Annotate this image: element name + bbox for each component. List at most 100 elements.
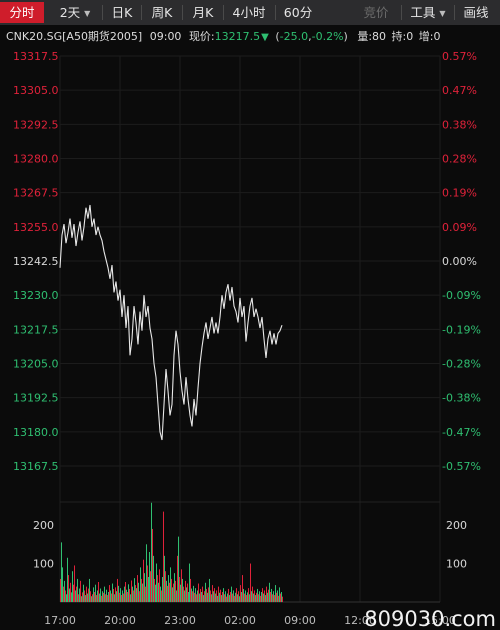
- tab-day-k[interactable]: 日K: [104, 2, 140, 23]
- volume-bar: [63, 586, 64, 602]
- tab-month-k[interactable]: 月K: [184, 2, 222, 23]
- volume-bar: [197, 590, 198, 602]
- auction-button[interactable]: 竞价: [352, 2, 400, 23]
- volume-bar: [254, 590, 255, 602]
- volume-bar: [255, 595, 256, 602]
- volume-bar: [275, 585, 276, 602]
- volume-bar: [75, 590, 76, 602]
- time-tick-label: 02:00: [224, 614, 256, 627]
- volume-bar: [114, 594, 115, 602]
- volume-bar: [234, 595, 235, 602]
- volume-bar: [167, 585, 168, 602]
- volume-bar: [142, 583, 143, 602]
- volume-bar: [106, 589, 107, 602]
- tab-60min[interactable]: 60分: [277, 2, 319, 23]
- volume-bar: [143, 559, 144, 602]
- volume-bar: [274, 595, 275, 602]
- tab-label: 日K: [111, 5, 133, 20]
- divider: [182, 5, 183, 20]
- tab-4hour[interactable]: 4小时: [225, 2, 273, 23]
- volume-bar: [259, 591, 260, 602]
- volume-bar: [61, 542, 62, 602]
- volume-bar: [130, 594, 131, 602]
- volume-bar: [278, 595, 279, 602]
- volume-bar: [273, 591, 274, 602]
- tab-2day[interactable]: 2天 ▼: [50, 2, 100, 23]
- volume-bar: [237, 594, 238, 602]
- tools-dropdown[interactable]: 工具 ▼: [403, 2, 453, 23]
- volume-bar: [202, 586, 203, 602]
- volume-bar: [129, 588, 130, 602]
- price-tick-label: 13205.0: [13, 358, 59, 371]
- divider: [275, 5, 276, 20]
- volume-bar: [133, 590, 134, 602]
- volume-bar: [241, 592, 242, 602]
- volume-bar: [153, 555, 154, 602]
- volume-bar: [239, 596, 240, 602]
- caret-down-icon: ▼: [84, 9, 91, 18]
- volume-bar: [200, 588, 201, 602]
- volume-bar: [127, 592, 128, 602]
- percent-tick-label: 0.38%: [442, 118, 477, 131]
- volume-bar: [105, 594, 106, 602]
- time-tick-label: 12:00: [344, 614, 376, 627]
- volume-bar: [225, 591, 226, 602]
- volume-bar: [104, 586, 105, 602]
- volume-bar: [176, 590, 177, 602]
- volume-bar: [159, 569, 160, 602]
- tab-week-k[interactable]: 周K: [143, 2, 181, 23]
- volume-bar: [270, 592, 271, 602]
- timeshare-chart[interactable]: 13317.5 13305.0 13292.5 13280.0 13267.5 13255…: [0, 44, 500, 630]
- volume-bar: [227, 593, 228, 602]
- volume-bar: [72, 571, 73, 602]
- paren-open: (: [275, 30, 280, 43]
- volume-bar: [68, 575, 69, 602]
- quote-info-bar: CNK20.SG[A50期货2005] 09:00 现价:13217.5▼ (-…: [0, 27, 500, 47]
- volume-bar: [231, 586, 232, 602]
- volume-bar: [67, 557, 68, 602]
- volume-bar: [265, 595, 266, 602]
- volume-bar: [242, 575, 243, 602]
- divider: [102, 5, 103, 20]
- volume-bar: [109, 585, 110, 602]
- volume-bar: [238, 591, 239, 602]
- volume-bar: [118, 585, 119, 602]
- volume-bar: [156, 563, 157, 602]
- volume-bar: [247, 592, 248, 602]
- volume-bar: [173, 583, 174, 602]
- volume-bar: [157, 575, 158, 602]
- price-tick-label: 13255.0: [13, 221, 59, 234]
- time-tick-label: 09:00: [284, 614, 316, 627]
- volume-bar: [195, 588, 196, 602]
- price-tick-label: 13230.0: [13, 289, 59, 302]
- tab-label: 4小时: [232, 5, 266, 20]
- volume-bar: [248, 588, 249, 602]
- draw-line-button[interactable]: 画线: [456, 2, 496, 23]
- volume-bar: [279, 587, 280, 602]
- volume-bar: [161, 590, 162, 602]
- volume-bar: [83, 584, 84, 602]
- volume-bar: [66, 594, 67, 602]
- volume-bar: [94, 592, 95, 602]
- volume-bar: [164, 555, 165, 602]
- tab-timeshare[interactable]: 分时: [0, 2, 44, 23]
- volume-bar: [266, 586, 267, 602]
- percent-tick-label: -0.57%: [442, 460, 481, 473]
- volume-bar: [271, 588, 272, 602]
- volume-bar: [263, 593, 264, 602]
- volume-bar: [144, 573, 145, 602]
- volume-bar: [77, 578, 78, 602]
- volume-bar: [136, 588, 137, 602]
- volume-bar: [162, 577, 163, 602]
- volume-bar: [209, 578, 210, 602]
- volume-tick-label: 100: [33, 558, 54, 571]
- tab-label: 月K: [192, 5, 214, 20]
- volume-bar: [181, 569, 182, 602]
- volume-bar: [89, 578, 90, 602]
- percent-tick-label: 0.57%: [442, 50, 477, 63]
- volume-bar: [226, 596, 227, 602]
- volume-bar: [103, 592, 104, 602]
- volume-bar: [96, 595, 97, 602]
- volume-bar: [189, 563, 190, 602]
- volume-bar: [276, 592, 277, 602]
